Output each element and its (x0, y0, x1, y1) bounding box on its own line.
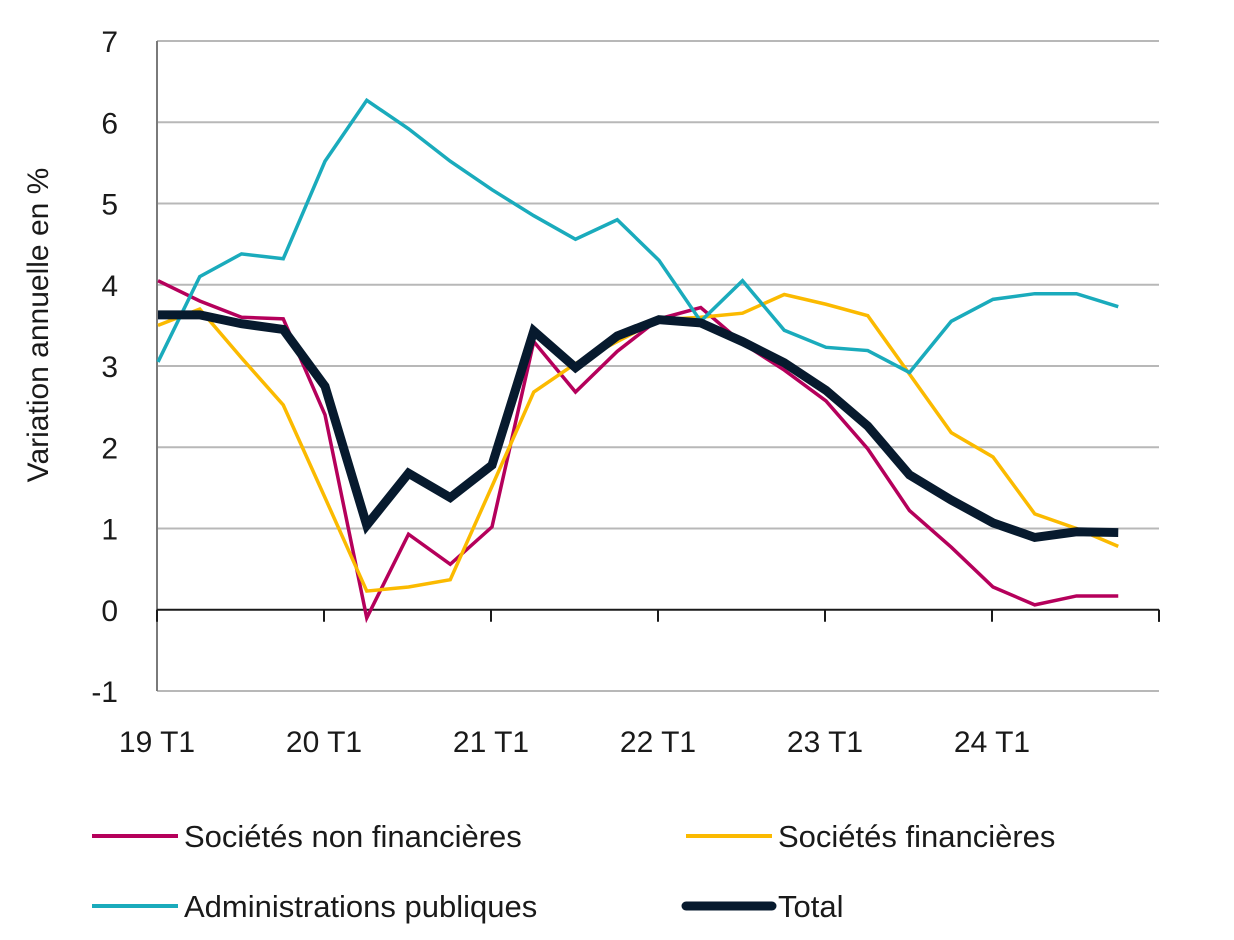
y-tick-label: -1 (91, 676, 118, 709)
y-axis-title: Variation annuelle en % (22, 168, 55, 483)
legend-label: Total (778, 889, 843, 924)
grid-lines (157, 40, 1159, 692)
legend-label: Sociétés non financières (184, 819, 522, 854)
x-tick-label: 24 T1 (954, 726, 1030, 759)
y-tick-labels: -1 0 1 2 3 4 5 6 7 (91, 26, 118, 709)
series-line-2 (157, 292, 1119, 593)
y-tick-label: 7 (101, 26, 118, 59)
y-tick-label: 3 (101, 351, 118, 384)
x-tick-label: 21 T1 (453, 726, 529, 759)
series-lines (156, 97, 1119, 624)
series-line-3 (156, 97, 1119, 375)
legend: Sociétés non financières Sociétés financi… (92, 819, 1055, 924)
series-line-1 (157, 279, 1119, 624)
legend-item: Sociétés non financières (92, 819, 522, 854)
y-tick-label: 1 (101, 514, 118, 547)
y-tick-label: 5 (101, 189, 118, 222)
x-tick-label: 22 T1 (620, 726, 696, 759)
legend-item: Administrations publiques (92, 889, 537, 924)
axes (156, 41, 1160, 691)
y-tick-label: 6 (101, 107, 118, 140)
x-tick-label: 20 T1 (286, 726, 362, 759)
y-tick-label: 4 (101, 270, 118, 303)
y-tick-label: 2 (101, 432, 118, 465)
y-tick-label: 0 (101, 595, 118, 628)
x-tick-labels: 19 T1 20 T1 21 T1 22 T1 23 T1 24 T1 (119, 726, 1030, 759)
legend-item: Sociétés financières (686, 819, 1055, 854)
legend-item: Total (681, 889, 843, 924)
x-tick-label: 19 T1 (119, 726, 195, 759)
series-line-4 (158, 310, 1119, 543)
legend-label: Administrations publiques (184, 889, 537, 924)
x-tick-label: 23 T1 (787, 726, 863, 759)
legend-label: Sociétés financières (778, 819, 1055, 854)
